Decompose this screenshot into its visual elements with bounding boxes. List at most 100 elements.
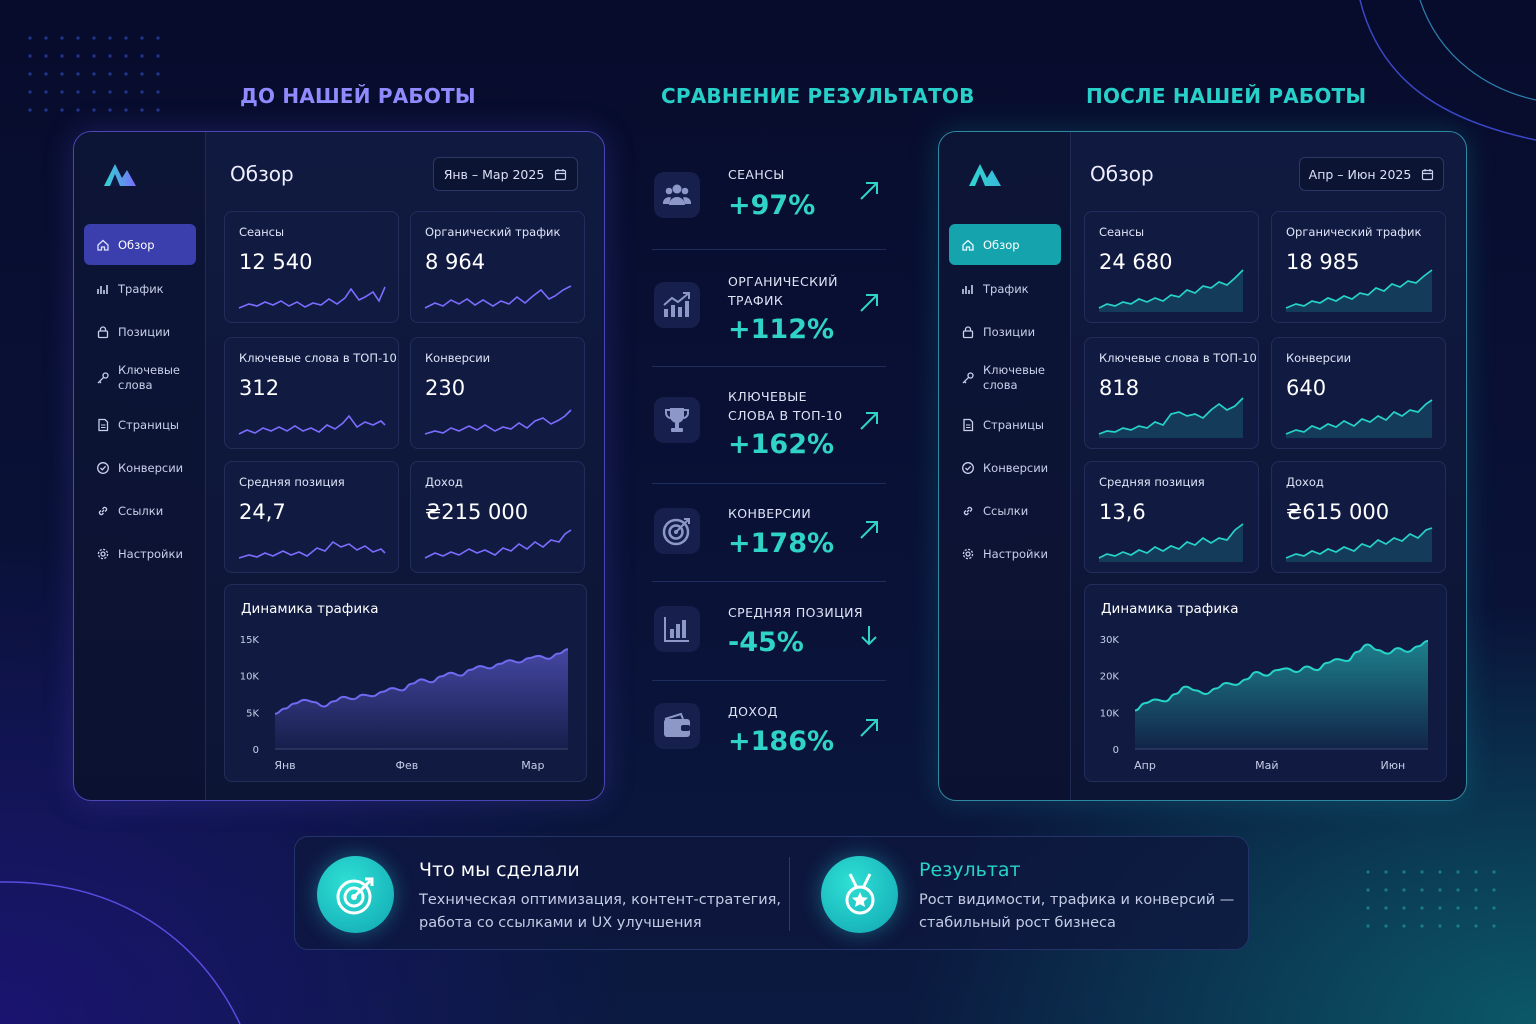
link-icon xyxy=(963,506,973,515)
metric-card-keywords: Ключевые слова в ТОП-10 312 xyxy=(224,337,399,449)
gear-icon xyxy=(97,548,109,559)
y-tick-label: 10K xyxy=(1100,708,1120,719)
arrow-up-right-icon xyxy=(860,182,878,200)
comparison-row: СРЕДНЯЯ ПОЗИЦИЯ -45% xyxy=(652,582,886,681)
x-tick-label: Май xyxy=(1255,759,1278,772)
sparkline xyxy=(424,409,572,435)
metric-label: Доход xyxy=(425,475,463,489)
metric-card-revenue: Доход ₴215 000 xyxy=(410,461,585,573)
metric-label: Средняя позиция xyxy=(1099,475,1205,489)
nav-item-conversions[interactable]: Конверсии xyxy=(84,446,196,489)
arrow-up-right-icon xyxy=(860,521,878,539)
summary-banner: Что мы сделали Техническая оптимизация, … xyxy=(294,836,1249,950)
metric-card-conversions: Конверсии 640 xyxy=(1271,337,1446,449)
metric-value: 18 985 xyxy=(1286,250,1360,274)
nav-item-settings[interactable]: Настройки xyxy=(949,532,1061,575)
comparison-name: КЛЮЧЕВЫЕ СЛОВА В ТОП-10 xyxy=(728,389,843,423)
link-icon xyxy=(98,506,108,515)
gear-icon xyxy=(962,548,974,559)
nav-label: Ключевые слова xyxy=(983,363,1045,392)
nav-item-traffic[interactable]: Трафик xyxy=(949,267,1061,310)
document-icon xyxy=(963,418,974,431)
result-title: Результат xyxy=(919,859,1021,881)
date-range-picker[interactable]: Апр – Июн 2025 xyxy=(1299,157,1444,191)
nav-item-links[interactable]: Ссылки xyxy=(84,489,196,532)
nav-item-overview[interactable]: Обзор xyxy=(949,224,1061,265)
nav-item-positions[interactable]: Позиции xyxy=(84,310,196,353)
metric-value: ₴215 000 xyxy=(425,500,529,524)
document-icon xyxy=(98,418,109,431)
lock-icon xyxy=(97,325,109,338)
nav-item-traffic[interactable]: Трафик xyxy=(84,267,196,310)
nav-label: Ссылки xyxy=(983,503,1029,518)
result-text-line: стабильный рост бизнеса xyxy=(919,915,1116,931)
nav-label: Ссылки xyxy=(118,503,164,518)
metric-value: 312 xyxy=(239,376,280,400)
metric-value: 13,6 xyxy=(1099,500,1146,524)
metric-label: Доход xyxy=(1286,475,1324,489)
y-tick-label: 10K xyxy=(240,672,260,683)
did-text-line: Техническая оптимизация, контент-стратег… xyxy=(419,892,781,908)
metric-label: Конверсии xyxy=(1286,351,1352,365)
sparkline xyxy=(1285,527,1433,562)
comparison-row: КОНВЕРСИИ +178% xyxy=(652,484,886,582)
comparison-row: СЕАНСЫ +97% xyxy=(652,158,886,250)
metric-value: 8 964 xyxy=(425,250,486,274)
nav-label: Настройки xyxy=(983,546,1048,561)
logo-icon xyxy=(969,164,1001,186)
metric-card-avg-position: Средняя позиция 24,7 xyxy=(224,461,399,573)
nav-label: Трафик xyxy=(983,281,1029,296)
traffic-chart-svg: 0 10K 20K 30K Апр Май Июн xyxy=(1100,635,1429,772)
nav-label: Обзор xyxy=(118,237,155,252)
metric-card-conversions: Конверсии 230 xyxy=(410,337,585,449)
medal-icon xyxy=(821,856,898,933)
divider xyxy=(789,857,790,931)
comparison-pct: +97% xyxy=(728,190,816,221)
sparkline xyxy=(424,529,572,559)
x-tick-label: Янв xyxy=(274,759,295,772)
nav-item-overview[interactable]: Обзор xyxy=(84,224,196,265)
chart-bars-icon xyxy=(97,284,108,294)
metric-value: 230 xyxy=(425,376,466,400)
comparison-pct: +186% xyxy=(728,726,835,757)
users-icon xyxy=(654,172,700,218)
sparkline xyxy=(238,286,386,309)
nav-label: Настройки xyxy=(118,546,183,561)
arrow-down-icon xyxy=(861,626,877,646)
series-line xyxy=(1134,639,1429,712)
nav-item-links[interactable]: Ссылки xyxy=(949,489,1061,532)
nav-item-settings[interactable]: Настройки xyxy=(84,532,196,575)
y-tick-label: 20K xyxy=(1100,672,1120,683)
nav-item-keywords[interactable]: Ключевые слова xyxy=(949,353,1061,403)
metric-label: Сеансы xyxy=(1099,225,1145,239)
home-icon xyxy=(962,239,974,251)
metric-card-organic: Органический трафик 8 964 xyxy=(410,211,585,323)
chart-bars-icon xyxy=(962,284,973,294)
bar-chart-icon xyxy=(654,606,700,652)
nav-label: Обзор xyxy=(983,237,1020,252)
nav-label: Конверсии xyxy=(983,460,1049,475)
metric-label: Сеансы xyxy=(239,225,285,239)
nav-item-pages[interactable]: Страницы xyxy=(84,403,196,446)
nav-item-keywords[interactable]: Ключевые слова xyxy=(84,353,196,403)
arrow-up-right-icon xyxy=(860,294,878,312)
nav-label: Позиции xyxy=(118,324,171,339)
nav-item-positions[interactable]: Позиции xyxy=(949,310,1061,353)
traffic-chart-svg: 0 5K 10K 15K Янв Фев Мар xyxy=(240,635,569,772)
nav-label: Трафик xyxy=(118,281,164,296)
nav-item-conversions[interactable]: Конверсии xyxy=(949,446,1061,489)
date-range-picker[interactable]: Янв – Мар 2025 xyxy=(433,157,578,191)
after-heading: ПОСЛЕ НАШЕЙ РАБОТЫ xyxy=(1086,84,1367,108)
calendar-icon xyxy=(1422,168,1434,180)
sparkline xyxy=(1285,399,1433,438)
metric-card-avg-position: Средняя позиция 13,6 xyxy=(1084,461,1259,573)
nav-item-pages[interactable]: Страницы xyxy=(949,403,1061,446)
y-tick-label: 30K xyxy=(1100,635,1120,646)
metric-value: 24 680 xyxy=(1099,250,1173,274)
x-tick-label: Фев xyxy=(395,759,418,772)
metric-label: Конверсии xyxy=(425,351,491,365)
sparkline xyxy=(1098,269,1244,312)
result-text: Рост видимости, трафика и конверсий — ст… xyxy=(919,889,1234,935)
comparison-pct: +162% xyxy=(728,429,835,460)
metric-label: Средняя позиция xyxy=(239,475,345,489)
